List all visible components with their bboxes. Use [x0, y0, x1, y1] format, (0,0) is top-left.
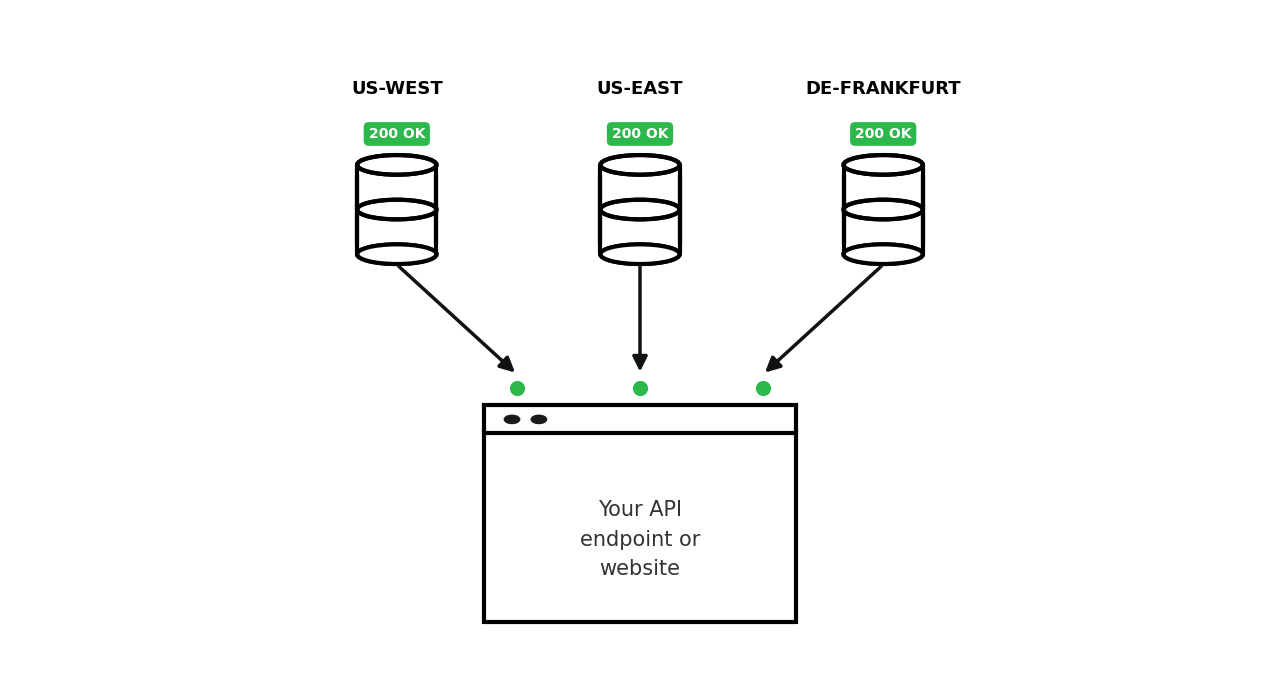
Ellipse shape: [600, 245, 680, 264]
Text: Your API
endpoint or
website: Your API endpoint or website: [580, 500, 700, 579]
Ellipse shape: [600, 200, 680, 219]
Ellipse shape: [357, 200, 436, 219]
Text: 200 OK: 200 OK: [855, 127, 911, 141]
Text: 200 OK: 200 OK: [612, 127, 668, 141]
Ellipse shape: [357, 155, 436, 174]
Text: US-WEST: US-WEST: [351, 80, 443, 98]
Ellipse shape: [844, 155, 923, 174]
Text: DE-FRANKFURT: DE-FRANKFURT: [805, 80, 961, 98]
Point: [630, 383, 650, 394]
Text: 200 OK: 200 OK: [369, 127, 425, 141]
Polygon shape: [600, 165, 680, 254]
Circle shape: [531, 415, 547, 423]
Ellipse shape: [600, 155, 680, 174]
Point: [507, 383, 527, 394]
Polygon shape: [357, 165, 436, 254]
Ellipse shape: [357, 245, 436, 264]
Circle shape: [504, 415, 520, 423]
FancyBboxPatch shape: [484, 405, 796, 622]
Ellipse shape: [844, 200, 923, 219]
Point: [753, 383, 773, 394]
Text: US-EAST: US-EAST: [596, 80, 684, 98]
Polygon shape: [844, 165, 923, 254]
Ellipse shape: [844, 245, 923, 264]
